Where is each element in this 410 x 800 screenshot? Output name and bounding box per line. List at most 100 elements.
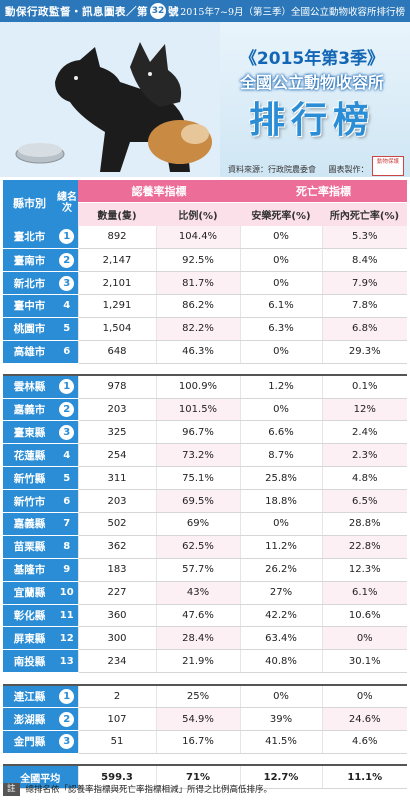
euthanasia-cell: 39% (239, 707, 322, 731)
euthanasia-cell: 18.8% (239, 489, 322, 513)
euthanasia-cell: 0% (239, 340, 322, 364)
logo-text: 動物保護 (376, 159, 399, 165)
publisher-logo: 動物保護 (372, 156, 404, 176)
banner-title: 排行榜 (248, 100, 375, 141)
city-cell: 臺南市 (3, 248, 56, 273)
banner-subtitle: 全國公立動物收容所 (239, 73, 384, 92)
ratio-cell: 16.7% (155, 730, 240, 754)
table-row: 嘉義縣 7 502 69% 0% 28.8% (3, 512, 407, 536)
count-cell: 234 (77, 649, 156, 674)
col-header-death: 所內死亡率(%) (322, 202, 407, 226)
ratio-cell: 92.5% (155, 248, 240, 273)
ratio-cell: 47.6% (155, 604, 240, 628)
city-cell: 連江縣 (3, 684, 56, 709)
rank-badge: 1 (59, 379, 75, 395)
ratio-cell: 69.5% (155, 489, 240, 513)
ratio-cell: 96.7% (155, 420, 240, 445)
ratio-cell: 75.1% (155, 466, 240, 491)
death-cell: 29.3% (321, 340, 407, 364)
euthanasia-cell: 0% (239, 271, 322, 295)
rank-cell: 13 (56, 649, 78, 674)
rank-cell: 4 (56, 294, 78, 318)
ratio-cell: 25% (155, 684, 240, 709)
death-cell: 2.3% (321, 443, 407, 468)
ranking-table: 縣市別 總名次 認養率指標 死亡率指標 數量(隻) 比例(%) 安樂死率(%) … (3, 180, 407, 789)
dogs-photo-illustration (0, 22, 220, 177)
rank-cell: 3 (56, 271, 78, 295)
euthanasia-cell: 25.8% (239, 466, 322, 491)
euthanasia-cell: 8.7% (239, 443, 322, 468)
city-cell: 花蓮縣 (3, 443, 56, 468)
death-cell: 0% (321, 684, 407, 709)
report-period: 2015年7~9月（第三季）全國公立動物收容所排行榜 (180, 7, 405, 18)
average-death: 11.1% (321, 765, 407, 789)
table-row: 基隆市 9 183 57.7% 26.2% 12.3% (3, 558, 407, 582)
city-cell: 臺北市 (3, 225, 56, 250)
count-cell: 978 (77, 375, 156, 399)
note-text: 總排名依「認養率指標與死亡率指標相減」所得之比例高低排序。 (25, 785, 273, 795)
table-row: 澎湖縣 2 107 54.9% 39% 24.6% (3, 707, 407, 731)
rank-badge: 3 (59, 424, 75, 440)
rank-badge: 2 (59, 401, 75, 417)
table-row: 臺中市 4 1,291 86.2% 6.1% 7.8% (3, 294, 407, 318)
table-row: 桃園市 5 1,504 82.2% 6.3% 6.8% (3, 317, 407, 341)
table-row: 花蓮縣 4 254 73.2% 8.7% 2.3% (3, 443, 407, 468)
rank-cell: 6 (56, 340, 78, 364)
euthanasia-cell: 27% (239, 581, 322, 605)
rank-badge: 1 (59, 688, 75, 704)
rank-cell: 5 (56, 317, 78, 341)
count-cell: 892 (77, 225, 156, 250)
table-body: 臺北市 1 892 104.4% 0% 5.3% 臺南市 2 2,147 92.5% 0% 8.4% 新… (3, 225, 407, 789)
source-label: 資料來源：行政院農委會 (228, 165, 316, 174)
average-ratio: 71% (155, 765, 240, 789)
rank-badge: 1 (59, 229, 75, 245)
ratio-cell: 100.9% (155, 375, 240, 399)
rank-cell: 1 (56, 375, 78, 399)
ratio-cell: 28.4% (155, 626, 240, 651)
euthanasia-cell: 6.6% (239, 420, 322, 445)
euthanasia-cell: 11.2% (239, 535, 322, 559)
rank-cell: 10 (56, 581, 78, 605)
footnote: 註 總排名依「認養率指標與死亡率指標相減」所得之比例高低排序。 (3, 782, 407, 796)
group-separator (3, 753, 407, 767)
death-cell: 7.9% (321, 271, 407, 295)
table-row: 新竹市 6 203 69.5% 18.8% 6.5% (3, 489, 407, 513)
death-cell: 12.3% (321, 558, 407, 582)
design-label: 圖表製作： (328, 165, 369, 174)
table-row: 高雄市 6 648 46.3% 0% 29.3% (3, 340, 407, 364)
count-cell: 107 (77, 707, 156, 731)
rank-badge: 3 (59, 275, 75, 291)
rank-badge: 3 (59, 734, 75, 750)
euthanasia-cell: 0% (239, 684, 322, 709)
table-row: 新北市 3 2,101 81.7% 0% 7.9% (3, 271, 407, 295)
death-cell: 6.5% (321, 489, 407, 513)
ratio-cell: 62.5% (155, 535, 240, 559)
city-cell: 嘉義縣 (3, 512, 56, 536)
count-cell: 2,101 (77, 271, 156, 295)
rank-cell: 1 (56, 684, 78, 709)
city-cell: 新北市 (3, 271, 56, 295)
rank-cell: 7 (56, 512, 78, 536)
death-cell: 28.8% (321, 512, 407, 536)
count-cell: 1,291 (77, 294, 156, 318)
city-cell: 苗栗縣 (3, 535, 56, 559)
rank-cell: 8 (56, 535, 78, 559)
table-row: 金門縣 3 51 16.7% 41.5% 4.6% (3, 730, 407, 754)
count-cell: 1,504 (77, 317, 156, 341)
city-cell: 高雄市 (3, 340, 56, 364)
ratio-cell: 104.4% (155, 225, 240, 250)
table-row: 彰化縣 11 360 47.6% 42.2% 10.6% (3, 604, 407, 628)
rank-cell: 3 (56, 730, 78, 754)
table-row: 臺南市 2 2,147 92.5% 0% 8.4% (3, 248, 407, 273)
death-cell: 0.1% (321, 375, 407, 399)
table-row: 宜蘭縣 10 227 43% 27% 6.1% (3, 581, 407, 605)
table-row: 連江縣 1 2 25% 0% 0% (3, 684, 407, 709)
count-cell: 502 (77, 512, 156, 536)
death-cell: 5.3% (321, 225, 407, 250)
rank-badge: 2 (59, 711, 75, 727)
publication-suffix: 號 (168, 5, 179, 18)
count-cell: 227 (77, 581, 156, 605)
city-cell: 澎湖縣 (3, 707, 56, 731)
rank-cell: 9 (56, 558, 78, 582)
table-row: 臺東縣 3 325 96.7% 6.6% 2.4% (3, 420, 407, 445)
